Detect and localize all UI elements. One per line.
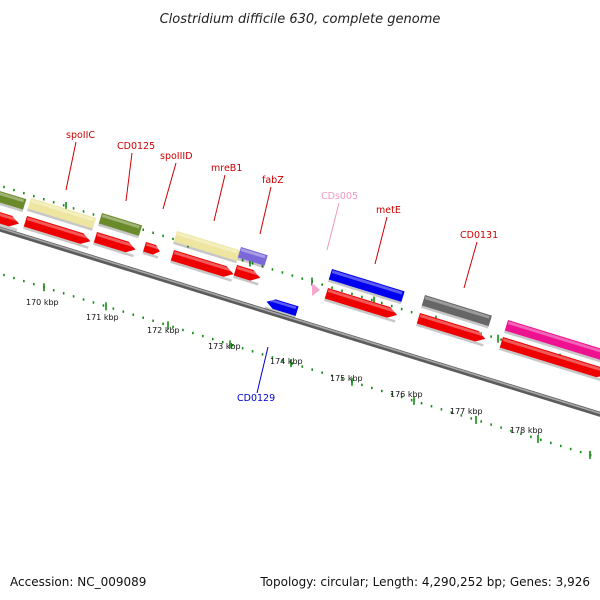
label-leader-line <box>256 346 269 394</box>
kbp-tick-label: 171 kbp <box>86 313 119 322</box>
kbp-tick-label: 173 kbp <box>208 342 241 351</box>
cds-arrow-8[interactable] <box>416 313 487 347</box>
kbp-tick-label: 175 kbp <box>330 374 363 383</box>
gene-bar-olive-1[interactable] <box>0 188 27 213</box>
gene-label-CD0131[interactable]: CD0131 <box>460 230 498 241</box>
lower-major-ticks <box>43 283 591 459</box>
gene-bar-CD0131[interactable] <box>421 295 492 329</box>
gene-bar-spoIIC[interactable] <box>27 198 96 231</box>
cds-arrow-3[interactable] <box>93 232 137 258</box>
cds-arrow-7[interactable] <box>324 288 399 323</box>
gene-bar-mreB1[interactable] <box>173 231 241 264</box>
kbp-tick-label: 174 kbp <box>270 357 303 366</box>
label-leader-line <box>374 216 388 265</box>
label-leader-line <box>326 202 340 251</box>
gene-bar-CD0125[interactable] <box>98 213 143 239</box>
map-title: Clostridium difficile 630, complete geno… <box>160 12 441 27</box>
gene-bar-magenta[interactable] <box>504 320 600 366</box>
label-leader-line <box>125 152 133 202</box>
gene-label-spoIIC[interactable]: spoIIC <box>66 130 95 141</box>
cds-arrow-4[interactable] <box>142 242 161 259</box>
label-leader-line <box>213 174 226 222</box>
ncrna-CDs005-marker[interactable] <box>312 283 320 296</box>
topology-summary: Topology: circular; Length: 4,290,252 bp… <box>259 575 590 589</box>
accession-text: Accession: NC_009089 <box>10 575 146 589</box>
gene-arrow-CD0129[interactable] <box>264 297 299 319</box>
label-leader-line <box>463 241 478 289</box>
feature-layer <box>0 188 600 417</box>
label-leader-line <box>162 162 177 210</box>
cds-arrow-2[interactable] <box>23 216 92 249</box>
gene-label-mreB1[interactable]: mreB1 <box>211 163 242 174</box>
kbp-tick-label: 178 kbp <box>510 426 543 435</box>
cds-arrow-9[interactable] <box>499 337 600 383</box>
cds-arrow-6[interactable] <box>233 265 262 286</box>
cds-arrow-1[interactable] <box>0 209 21 232</box>
gene-label-CD0129[interactable]: CD0129 <box>237 393 275 404</box>
kbp-tick-label: 170 kbp <box>26 298 59 307</box>
kbp-tick-label: 172 kbp <box>147 326 180 335</box>
label-layer: 170 kbp 171 kbp 172 kbp 173 kbp 174 kbp 175 k… <box>26 130 543 435</box>
gene-label-fabZ[interactable]: fabZ <box>262 175 284 186</box>
cds-arrow-5[interactable] <box>170 250 235 282</box>
kbp-tick-label: 177 kbp <box>450 407 483 416</box>
gene-bar-metE[interactable] <box>328 269 405 305</box>
gene-label-metE[interactable]: metE <box>376 205 401 216</box>
gene-label-spoIIID[interactable]: spoIIID <box>160 151 193 162</box>
genome-backbone <box>0 226 600 417</box>
gene-label-CDs005[interactable]: CDs005 <box>321 191 358 202</box>
label-leader-line <box>259 186 272 235</box>
kbp-tick-label: 176 kbp <box>390 390 423 399</box>
label-leader-line <box>65 141 77 191</box>
gene-label-CD0125[interactable]: CD0125 <box>117 141 155 152</box>
gene-bar-fabZ[interactable] <box>237 247 268 269</box>
